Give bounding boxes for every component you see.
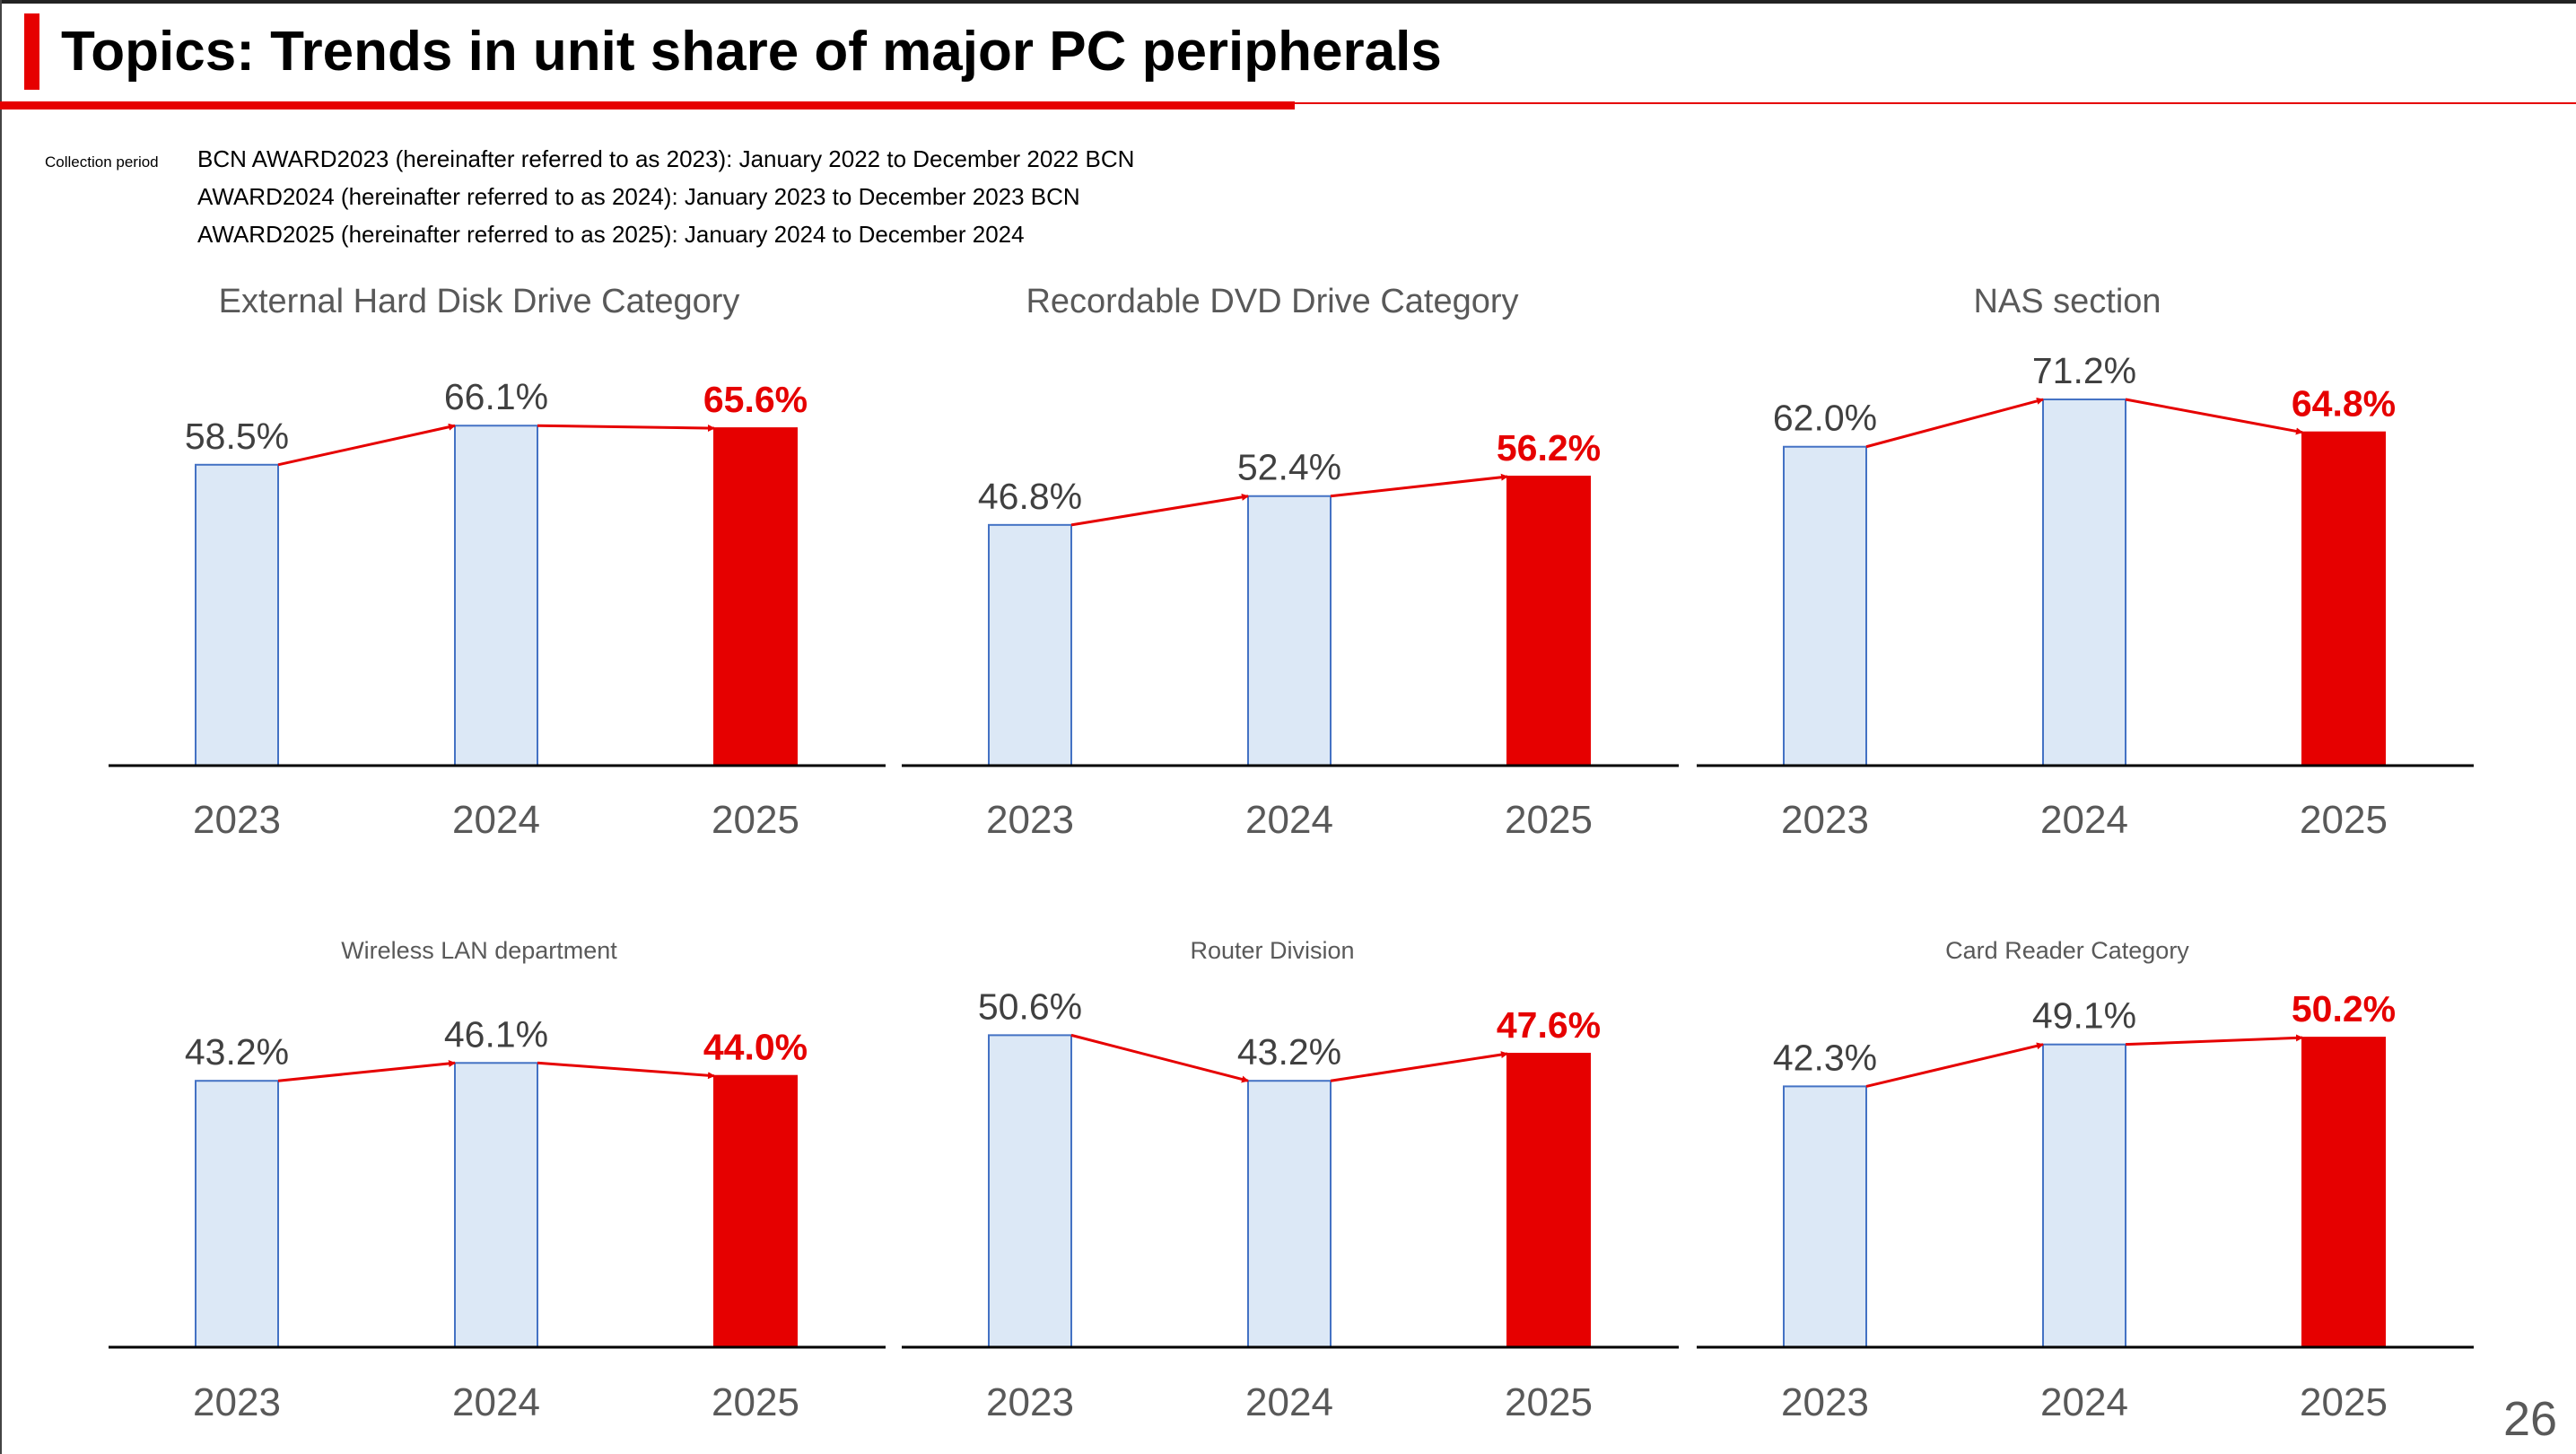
bar-2023 bbox=[195, 1080, 279, 1348]
data-label: 56.2% bbox=[1497, 427, 1601, 469]
bar-2023 bbox=[1783, 445, 1867, 766]
trend-arrow bbox=[1865, 397, 2044, 449]
x-tick-label: 2023 bbox=[1781, 798, 1869, 842]
bar-2025 bbox=[2301, 431, 2386, 766]
bar-chart: NAS section 62.0% 2023 71.2% 2024 64.8% 2025 bbox=[1697, 283, 2474, 842]
chart-title: Recordable DVD Drive Category bbox=[1026, 283, 1518, 320]
data-label: 66.1% bbox=[444, 376, 548, 417]
data-label: 42.3% bbox=[1773, 1037, 1877, 1078]
bar-2024 bbox=[1247, 1080, 1332, 1348]
trend-arrow bbox=[1330, 1051, 1508, 1082]
x-tick-label: 2023 bbox=[1781, 1380, 1869, 1424]
data-label: 46.8% bbox=[978, 476, 1082, 517]
window-left-border bbox=[0, 0, 2, 1454]
chart-title: Card Reader Category bbox=[1945, 937, 2189, 964]
data-label: 43.2% bbox=[1237, 1031, 1341, 1073]
trend-arrow bbox=[1070, 1033, 1249, 1083]
bar-2025 bbox=[713, 1074, 798, 1348]
collection-period-label: Collection period bbox=[45, 153, 159, 171]
bar-2023 bbox=[988, 523, 1072, 766]
data-label: 71.2% bbox=[2032, 350, 2136, 391]
x-tick-label: 2024 bbox=[452, 1380, 540, 1424]
trend-arrow bbox=[2125, 1034, 2303, 1047]
data-label: 49.1% bbox=[2032, 995, 2136, 1037]
data-label: 43.2% bbox=[185, 1031, 289, 1073]
bar-2024 bbox=[454, 425, 538, 766]
x-tick-label: 2025 bbox=[712, 1380, 799, 1424]
bar-chart: Card Reader Category 42.3% 2023 49.1% 2024 50… bbox=[1697, 937, 2474, 1424]
x-tick-label: 2025 bbox=[2300, 798, 2388, 842]
x-tick-label: 2024 bbox=[1245, 1380, 1333, 1424]
trend-arrow bbox=[1330, 473, 1508, 498]
data-label: 50.6% bbox=[978, 985, 1082, 1027]
window-top-border bbox=[0, 0, 2576, 4]
trend-arrow bbox=[277, 423, 456, 467]
bar-chart: External Hard Disk Drive Category 58.5% 20… bbox=[109, 283, 886, 842]
trend-arrow bbox=[1865, 1042, 2044, 1088]
bar-2023 bbox=[988, 1034, 1072, 1349]
x-tick-label: 2024 bbox=[452, 798, 540, 842]
chart-title: Router Division bbox=[1190, 937, 1354, 964]
bar-2024 bbox=[2042, 399, 2126, 766]
data-label: 46.1% bbox=[444, 1013, 548, 1055]
bar-chart: Recordable DVD Drive Category 46.8% 2023 52… bbox=[902, 283, 1679, 842]
data-label: 58.5% bbox=[185, 416, 289, 457]
bar-2024 bbox=[1247, 495, 1332, 766]
chart-title: External Hard Disk Drive Category bbox=[219, 283, 740, 320]
bar-2024 bbox=[454, 1062, 538, 1348]
data-label: 44.0% bbox=[703, 1027, 808, 1068]
trend-arrow bbox=[1070, 493, 1249, 527]
chart-title: Wireless LAN department bbox=[341, 937, 617, 964]
x-tick-label: 2025 bbox=[1505, 1380, 1593, 1424]
trend-arrow bbox=[537, 1061, 715, 1080]
trend-arrow bbox=[277, 1060, 456, 1082]
x-tick-label: 2023 bbox=[193, 798, 281, 842]
data-label: 64.8% bbox=[2292, 383, 2396, 425]
page-title: Topics: Trends in unit share of major PC… bbox=[61, 21, 1442, 83]
x-tick-label: 2023 bbox=[193, 1380, 281, 1424]
data-label: 65.6% bbox=[703, 379, 808, 420]
bar-chart: Router Division 50.6% 2023 43.2% 2024 47.6% 20… bbox=[902, 937, 1679, 1424]
collection-period-line: AWARD2024 (hereinafter referred to as 20… bbox=[197, 183, 1080, 210]
trend-arrow bbox=[537, 424, 715, 433]
x-tick-label: 2023 bbox=[986, 1380, 1074, 1424]
collection-period-line: BCN AWARD2023 (hereinafter referred to a… bbox=[197, 145, 1135, 172]
bar-2025 bbox=[1506, 475, 1591, 766]
title-underline bbox=[0, 101, 1295, 109]
x-tick-label: 2025 bbox=[2300, 1380, 2388, 1424]
trend-arrow bbox=[2125, 398, 2303, 435]
x-tick-label: 2025 bbox=[712, 798, 799, 842]
bar-2024 bbox=[2042, 1043, 2126, 1348]
page-number: 26 bbox=[2503, 1392, 2558, 1446]
x-tick-label: 2024 bbox=[1245, 798, 1333, 842]
collection-period-line: AWARD2025 (hereinafter referred to as 20… bbox=[197, 221, 1025, 248]
bar-chart: Wireless LAN department 43.2% 2023 46.1% 202… bbox=[109, 937, 886, 1424]
title-underline-thin bbox=[1295, 102, 2576, 104]
x-tick-label: 2025 bbox=[1505, 798, 1593, 842]
data-label: 62.0% bbox=[1773, 398, 1877, 439]
title-accent-bar bbox=[24, 13, 39, 90]
data-label: 50.2% bbox=[2292, 988, 2396, 1029]
bar-2023 bbox=[1783, 1085, 1867, 1349]
bar-2025 bbox=[1506, 1052, 1591, 1349]
data-label: 52.4% bbox=[1237, 447, 1341, 488]
bar-2025 bbox=[2301, 1037, 2386, 1348]
chart-title: NAS section bbox=[1973, 283, 2161, 320]
bar-2025 bbox=[713, 427, 798, 766]
x-tick-label: 2024 bbox=[2040, 1380, 2128, 1424]
x-tick-label: 2023 bbox=[986, 798, 1074, 842]
data-label: 47.6% bbox=[1497, 1004, 1601, 1046]
x-tick-label: 2024 bbox=[2040, 798, 2128, 842]
